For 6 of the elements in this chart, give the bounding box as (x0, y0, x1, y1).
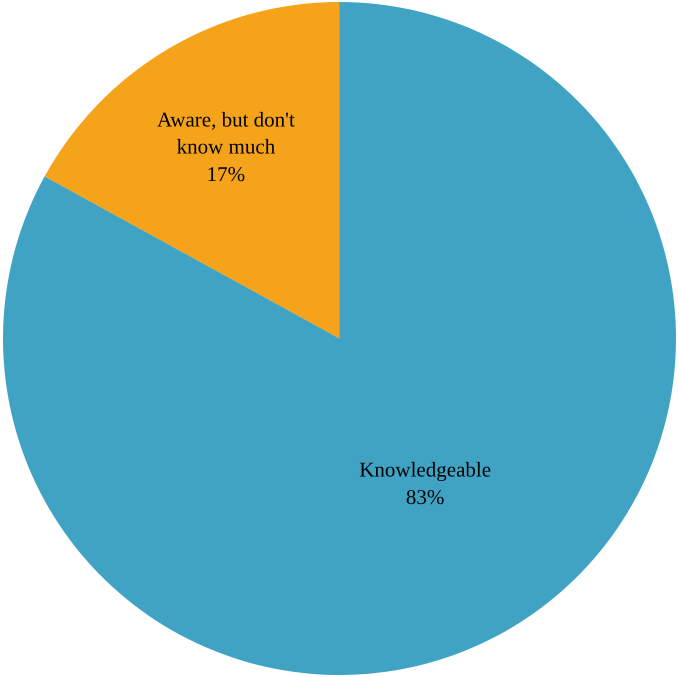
data-label: 17% (206, 162, 246, 186)
pie-slice (44, 2, 340, 338)
data-label: 83% (406, 484, 444, 509)
slice-label: Knowledgeable (359, 458, 492, 482)
pie-slice (3, 2, 676, 675)
slice-label: Aware, but don't know much (157, 107, 295, 159)
